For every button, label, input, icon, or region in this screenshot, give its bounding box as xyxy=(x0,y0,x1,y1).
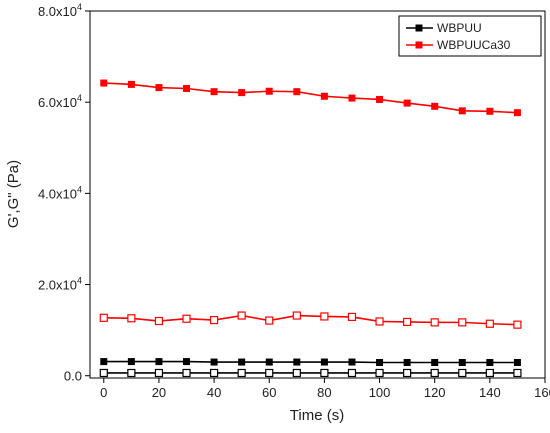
data-point xyxy=(210,358,218,366)
data-point xyxy=(155,358,163,366)
x-tick-label: 120 xyxy=(424,385,446,400)
x-tick-label: 20 xyxy=(152,385,166,400)
data-point xyxy=(265,368,274,378)
data-point xyxy=(127,368,136,378)
x-tick-label: 60 xyxy=(262,385,276,400)
y-tick-label: 8.0x104 xyxy=(38,2,82,19)
data-point xyxy=(375,317,384,326)
y-tick-label: 6.0x104 xyxy=(38,93,82,110)
y-tick-label: 2.0x104 xyxy=(38,276,82,293)
data-point xyxy=(292,368,301,378)
data-point xyxy=(99,368,108,378)
data-point xyxy=(376,358,384,366)
x-tick-label: 0 xyxy=(100,385,107,400)
y-tick-label: 4.0x104 xyxy=(38,184,82,201)
data-point xyxy=(513,109,521,117)
data-point xyxy=(237,311,246,320)
data-point xyxy=(375,368,384,378)
data-point xyxy=(403,317,412,327)
data-point xyxy=(293,358,301,366)
data-point xyxy=(100,358,108,366)
y-tick-label: 0.0 xyxy=(64,369,82,384)
data-point xyxy=(265,87,273,95)
data-point xyxy=(485,319,494,328)
series-line xyxy=(103,314,518,326)
data-point xyxy=(376,95,384,103)
data-point xyxy=(458,107,466,115)
data-point xyxy=(403,99,411,107)
x-tick-label: 40 xyxy=(207,385,221,400)
data-point xyxy=(183,85,191,93)
data-point xyxy=(154,316,164,326)
data-point xyxy=(292,311,301,320)
x-tick-label: 100 xyxy=(369,385,391,400)
legend-label-wbpuu: WBPUU xyxy=(437,21,482,35)
data-point xyxy=(127,358,135,366)
plot-frame xyxy=(89,10,546,379)
legend-label-wbpuuca30: WBPUUCa30 xyxy=(437,38,511,52)
data-point xyxy=(348,358,356,366)
data-point xyxy=(431,358,439,366)
series-unnamed-2 xyxy=(99,368,522,378)
x-tick-label: 80 xyxy=(317,385,331,400)
data-point xyxy=(431,102,439,110)
data-point xyxy=(403,368,412,378)
data-point xyxy=(238,358,246,366)
series-layer xyxy=(99,79,522,378)
legend-marker-wbpuu xyxy=(415,24,423,32)
data-point xyxy=(320,92,328,100)
data-point xyxy=(486,107,494,115)
data-point xyxy=(154,368,164,378)
x-tick-label: 140 xyxy=(479,385,501,400)
data-point xyxy=(99,313,108,322)
data-point xyxy=(347,312,357,322)
data-point xyxy=(265,358,273,366)
series-line xyxy=(103,82,518,114)
data-point xyxy=(403,358,411,366)
y-axis-ticks: 0.0 2.0x104 4.0x104 6.0x104 8.0x104 xyxy=(38,2,90,384)
data-point xyxy=(486,358,494,366)
data-point xyxy=(458,358,466,366)
data-point xyxy=(320,368,329,378)
data-point xyxy=(513,368,522,378)
data-point xyxy=(100,79,108,87)
data-point xyxy=(183,358,191,366)
data-point xyxy=(458,318,467,327)
legend-box xyxy=(398,15,542,57)
data-point xyxy=(182,314,191,323)
data-point xyxy=(265,316,274,325)
data-point xyxy=(210,88,218,96)
series-unnamed-3 xyxy=(99,311,522,329)
data-point xyxy=(293,88,301,96)
data-point xyxy=(182,368,191,378)
data-point xyxy=(127,80,135,88)
series-line xyxy=(103,360,518,364)
data-point xyxy=(209,316,219,325)
series-wbpuu xyxy=(100,358,521,366)
data-point xyxy=(485,368,494,378)
data-point xyxy=(237,368,246,378)
y-axis-title: G',G" (Pa) xyxy=(5,160,22,228)
data-point xyxy=(430,368,439,378)
data-point xyxy=(430,318,439,327)
data-point xyxy=(320,358,328,366)
data-point xyxy=(458,368,467,378)
data-point xyxy=(155,84,163,92)
data-point xyxy=(347,368,357,378)
data-point xyxy=(127,314,136,323)
x-tick-label: 160 xyxy=(534,385,550,400)
data-point xyxy=(320,312,329,321)
series-wbpuuca30 xyxy=(100,79,521,117)
x-axis-title: Time (s) xyxy=(290,407,344,424)
data-point xyxy=(513,320,522,329)
data-point xyxy=(513,358,521,366)
data-point xyxy=(348,94,356,102)
legend-marker-wbpuuca30 xyxy=(415,41,423,49)
x-axis-ticks: 0 20 40 60 80 100 120 140 160 xyxy=(100,378,550,400)
data-point xyxy=(238,89,246,97)
legend: WBPUU WBPUUCa30 xyxy=(398,15,542,57)
data-point xyxy=(209,368,219,378)
